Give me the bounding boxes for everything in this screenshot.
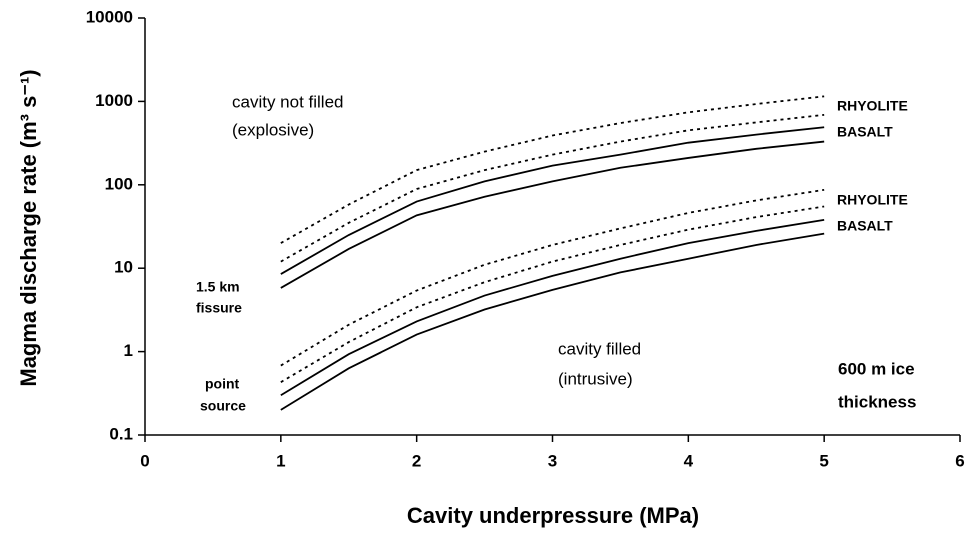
annotation: BASALT [837,124,893,140]
x-tick-label: 0 [140,451,149,470]
series-line [280,232,825,411]
annotation: 1.5 km [196,279,240,295]
annotation: point [205,376,240,392]
x-tick-label: 5 [819,451,828,470]
x-tick-label: 1 [276,451,285,470]
annotation: source [200,398,246,414]
series-line [280,218,825,396]
y-tick-label: 0.1 [109,424,133,443]
x-tick-label: 3 [548,451,557,470]
y-tick-label: 10 [114,258,133,277]
series-line [280,205,825,383]
y-tick-label: 1000 [95,91,133,110]
series-line [280,188,825,367]
x-axis-title: Cavity underpressure (MPa) [407,503,699,528]
x-tick-label: 4 [684,451,694,470]
y-axis-title: Magma discharge rate (m³ s⁻¹) [16,69,41,386]
annotation: cavity filled [558,339,641,358]
series-line [280,113,825,263]
annotation: fissure [196,300,242,316]
series-line [280,95,825,244]
y-tick-label: 10000 [86,7,133,26]
y-tick-label: 100 [105,174,133,193]
annotation: thickness [838,392,916,411]
annotation: BASALT [837,218,893,234]
y-tick-label: 1 [124,341,133,360]
annotation: 600 m ice [838,359,915,378]
annotation: cavity not filled [232,92,344,111]
series-line [280,140,825,289]
x-tick-label: 2 [412,451,421,470]
annotation: RHYOLITE [837,98,908,114]
series-line [280,126,825,275]
annotation: (explosive) [232,120,314,139]
annotation: (intrusive) [558,369,633,388]
annotation: RHYOLITE [837,192,908,208]
x-tick-label: 6 [955,451,964,470]
